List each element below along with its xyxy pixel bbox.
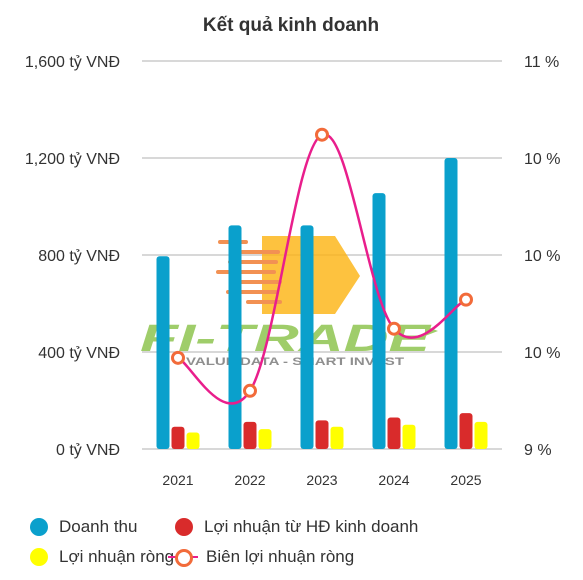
bar-doanh-thu-2025[interactable]: [444, 158, 458, 449]
legend-item-bien-loi-nhuan[interactable]: Biên lợi nhuận ròng: [168, 547, 354, 567]
margin-point-2022[interactable]: [243, 383, 257, 398]
bars: [156, 158, 488, 449]
legend-label: Lợi nhuận từ HĐ kinh doanh: [204, 517, 419, 536]
x-tick-label: 2024: [378, 472, 409, 488]
x-axis-ticks: 2021 2022 2023 2024 2025: [162, 472, 481, 488]
right-axis-ticks: 9 % 10 % 10 % 10 % 11 %: [524, 54, 560, 459]
margin-line: [171, 127, 473, 405]
chart-title: Kết quả kinh doanh: [203, 15, 379, 36]
margin-point-2025[interactable]: [459, 292, 473, 307]
right-tick-label: 10 %: [524, 151, 560, 168]
bar-doanh-thu-2022[interactable]: [228, 225, 242, 449]
legend-label: Doanh thu: [59, 517, 138, 536]
bar-l-i-nhu-n-r-ng-2025[interactable]: [474, 421, 488, 449]
bar-l-i-nhu-n-r-ng-2021[interactable]: [186, 432, 200, 449]
margin-point-2024[interactable]: [387, 321, 401, 336]
chart: Kết quả kinh doanh 0 tỷ VNĐ 400 tỷ VNĐ 800…: [25, 15, 561, 488]
legend-swatch: [175, 518, 193, 536]
legend-swatch: [30, 518, 48, 536]
bar-l-i-nhu-n-r-ng-2024[interactable]: [402, 424, 416, 449]
right-tick-label: 11 %: [524, 54, 559, 71]
legend: Doanh thu Lợi nhuận từ HĐ kinh doanh Lợi…: [0, 510, 583, 580]
watermark-logo: FI-TRADE VALUE DATA - SMART INVEST: [140, 236, 438, 368]
legend-item-doanh-thu[interactable]: Doanh thu: [30, 517, 137, 537]
legend-item-loi-nhuan-rong[interactable]: Lợi nhuận ròng: [30, 547, 174, 567]
left-tick-label: 0 tỷ VNĐ: [56, 442, 120, 459]
legend-label: Biên lợi nhuận ròng: [206, 547, 355, 566]
x-tick-label: 2021: [162, 472, 193, 488]
right-tick-label: 10 %: [524, 248, 560, 265]
bar-l-i-nhu-n-t-h-kinh-doanh-2022[interactable]: [243, 421, 257, 449]
left-tick-label: 800 tỷ VNĐ: [38, 248, 120, 265]
bar-doanh-thu-2023[interactable]: [300, 225, 314, 449]
bar-l-i-nhu-n-r-ng-2022[interactable]: [258, 429, 272, 449]
x-tick-label: 2022: [234, 472, 265, 488]
right-tick-label: 9 %: [524, 442, 552, 459]
bar-l-i-nhu-n-t-h-kinh-doanh-2021[interactable]: [171, 426, 185, 449]
margin-point-2023[interactable]: [315, 127, 329, 142]
margin-point-2021[interactable]: [171, 350, 185, 365]
bar-l-i-nhu-n-t-h-kinh-doanh-2023[interactable]: [315, 420, 329, 449]
legend-item-loi-nhuan-hdkd[interactable]: Lợi nhuận từ HĐ kinh doanh: [175, 517, 418, 537]
left-axis-ticks: 0 tỷ VNĐ 400 tỷ VNĐ 800 tỷ VNĐ 1,200 tỷ VNĐ…: [25, 54, 120, 459]
bar-l-i-nhu-n-t-h-kinh-doanh-2024[interactable]: [387, 417, 401, 449]
right-tick-label: 10 %: [524, 345, 560, 362]
x-tick-label: 2025: [450, 472, 481, 488]
left-tick-label: 400 tỷ VNĐ: [38, 345, 120, 362]
legend-label: Lợi nhuận ròng: [59, 547, 175, 566]
legend-line-marker-icon: [168, 548, 198, 567]
bar-doanh-thu-2021[interactable]: [156, 256, 170, 449]
left-tick-label: 1,200 tỷ VNĐ: [25, 151, 120, 168]
watermark-tagline: VALUE DATA - SMART INVEST: [186, 356, 404, 368]
bar-l-i-nhu-n-t-h-kinh-doanh-2025[interactable]: [459, 413, 473, 449]
left-tick-label: 1,600 tỷ VNĐ: [25, 54, 120, 71]
bar-l-i-nhu-n-r-ng-2023[interactable]: [330, 426, 344, 449]
legend-swatch: [30, 548, 48, 566]
x-tick-label: 2023: [306, 472, 337, 488]
bar-doanh-thu-2024[interactable]: [372, 193, 386, 449]
